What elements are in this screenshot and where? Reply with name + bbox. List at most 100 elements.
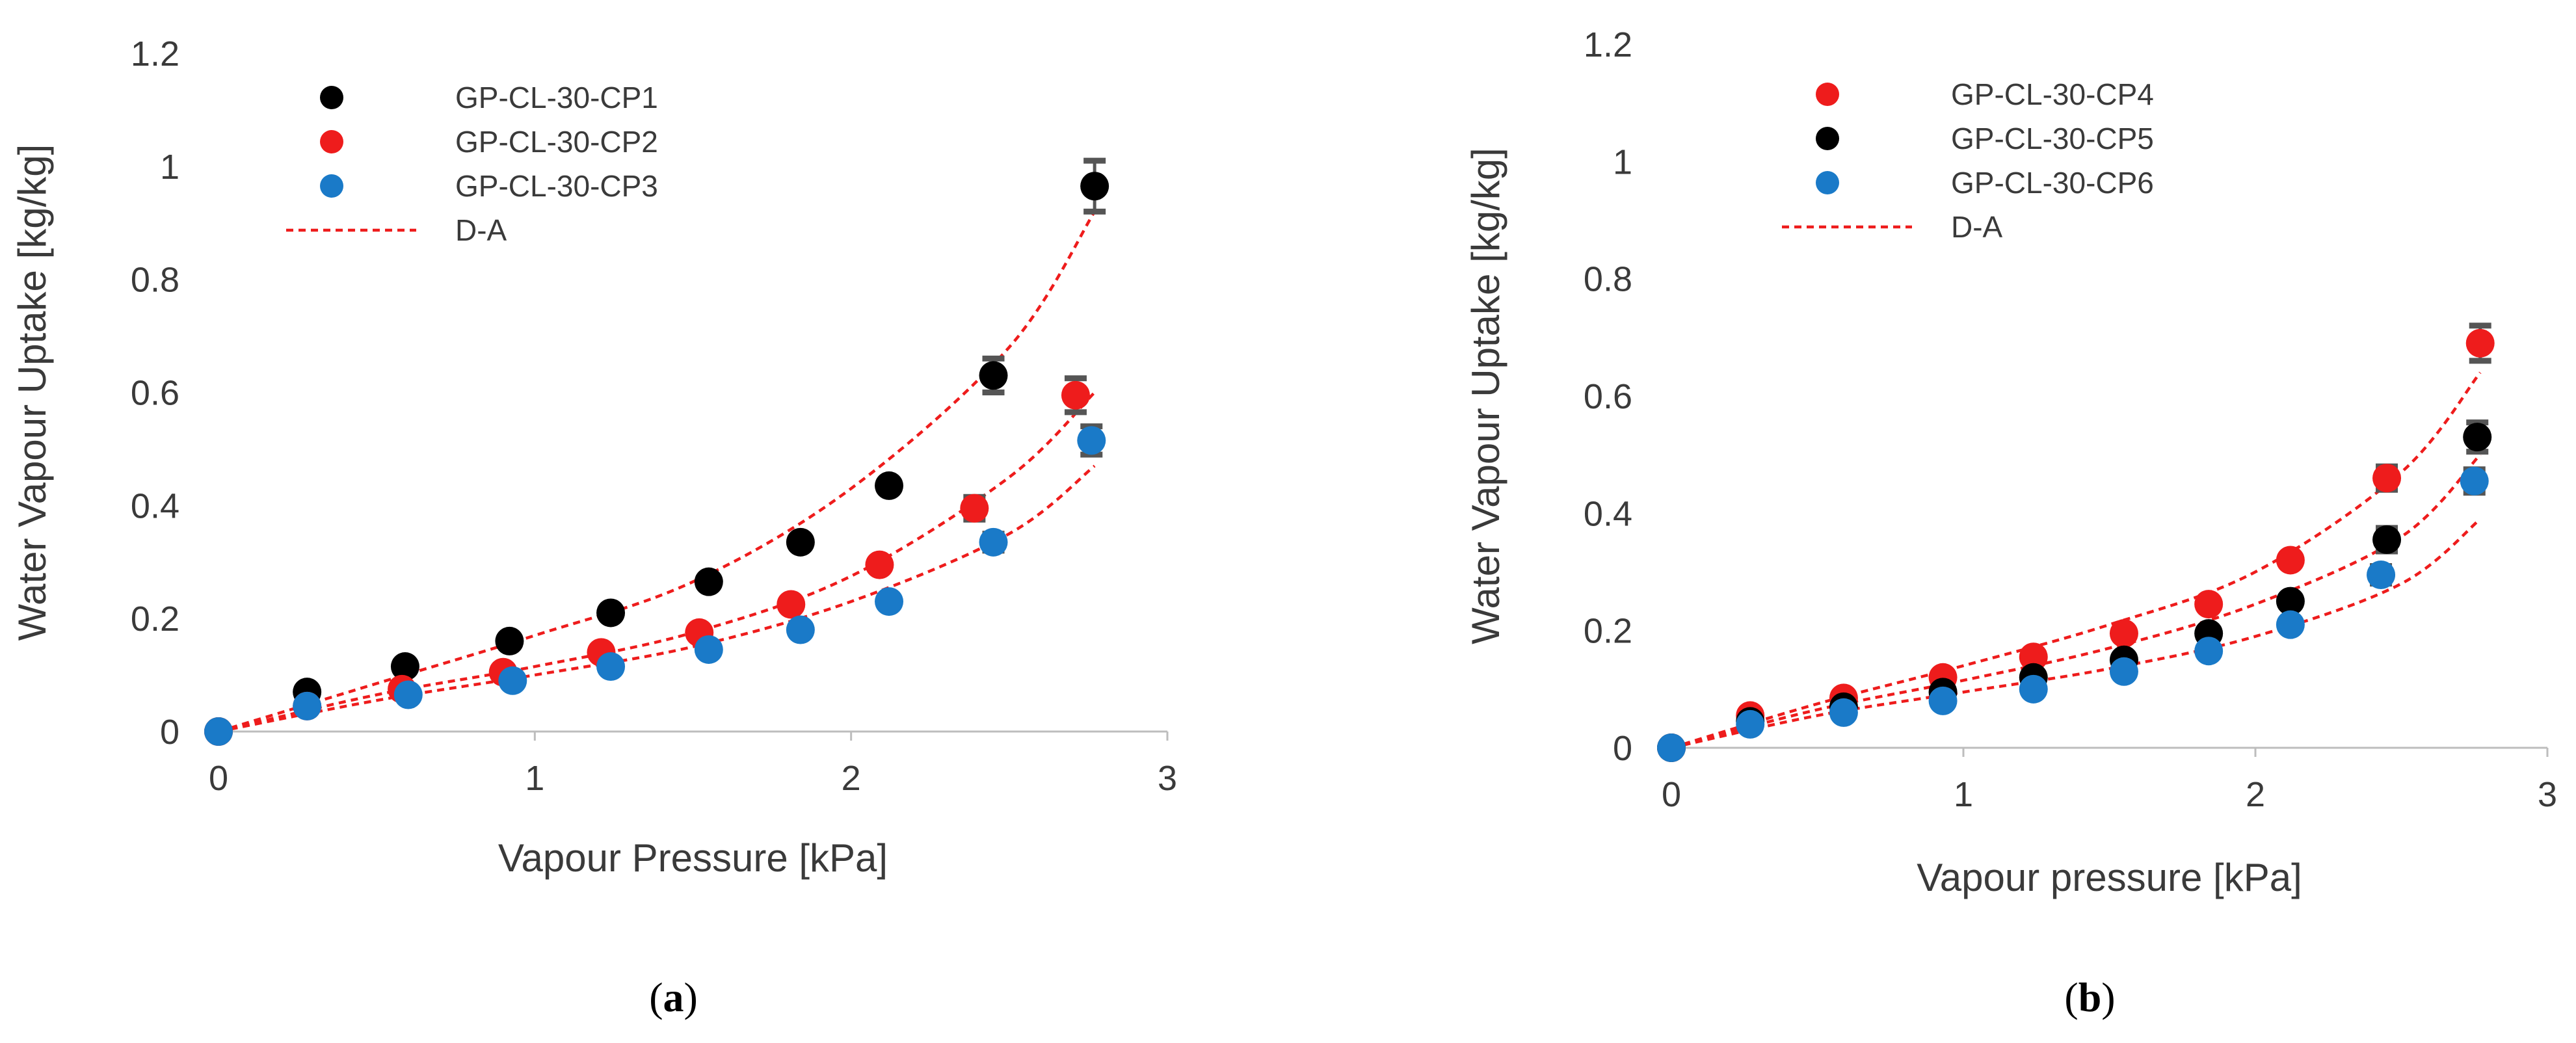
data-point [960,494,989,523]
data-point [495,626,524,655]
data-point [2463,423,2492,452]
data-point [1736,709,1765,739]
legend: GP-CL-30-CP4 GP-CL-30-CP5 GP-CL-30-CP6 D-A [1782,77,2154,244]
data-point [2276,587,2305,616]
legend-marker [1816,171,1839,194]
data-point [875,587,904,616]
legend-marker [320,174,343,198]
data-point [2194,590,2224,619]
data-point [2460,466,2489,495]
legend-label: GP-CL-30-CP6 [1951,166,2154,200]
legend-marker [320,130,343,153]
x-axis-label: Vapour Pressure [kPa] [498,836,888,880]
x-tick-label: 2 [2246,775,2265,814]
data-point [498,666,527,695]
legend-marker [1816,83,1839,106]
x-tick-label: 2 [842,759,861,798]
y-tick-label: 0.2 [131,600,179,639]
panel-caption: (a) [649,974,698,1020]
data-point [390,652,419,681]
panel-a: 0 1 2 3 0 0.2 0.4 0.6 0.8 1 1.2 Vapour Pressure [kP… [10,34,1177,1020]
series-gp-cl-30-cp5 [1657,419,2492,762]
caption-open: ( [2064,974,2078,1020]
data-point [2372,464,2402,493]
y-tick-label: 0.6 [1584,377,1632,416]
data-point [1829,698,1858,727]
y-tick-label: 0 [1613,729,1632,768]
data-point [979,527,1008,557]
data-point [1657,733,1686,762]
fit-curve-da-1 [218,211,1096,733]
data-point [2109,657,2138,686]
data-point [393,680,423,709]
y-tick-label: 0.8 [131,261,179,300]
panel-label: a [663,974,684,1020]
data-point [2367,561,2396,590]
legend-label: D-A [1951,210,2003,244]
data-point [694,567,723,596]
legend-label: D-A [455,213,507,247]
fit-curve-da-3 [1671,518,2482,750]
y-tick-label: 1.2 [131,34,179,73]
series-gp-cl-30-cp2 [204,375,1090,746]
data-point [865,550,894,579]
y-axis-label: Water Vapour Uptake [kg/kg] [1464,148,1507,644]
panel-label: b [2078,974,2102,1020]
legend-label: GP-CL-30-CP4 [1951,77,2154,111]
data-point [2109,619,2138,648]
data-point [204,717,233,746]
y-tick-label: 0.6 [131,374,179,413]
data-point [2372,525,2402,554]
y-tick-label: 0 [160,713,179,752]
data-point [1077,426,1106,455]
x-tick-label: 3 [1158,759,1177,798]
data-point [2019,642,2048,672]
y-tick-label: 1 [160,148,179,187]
data-point [596,598,626,627]
data-point [786,615,815,644]
data-point [2465,328,2495,358]
data-point [2276,546,2305,575]
panel-b: 0 1 2 3 0 0.2 0.4 0.6 0.8 1 1.2 Vapour pressure [kP… [1464,25,2557,1020]
x-tick-label: 0 [1662,775,1681,814]
legend-marker [320,86,343,109]
data-point [1928,686,1958,715]
y-tick-label: 0.8 [1584,260,1632,299]
series-gp-cl-30-cp6 [1657,466,2489,762]
legend-label: GP-CL-30-CP2 [455,125,658,159]
caption-open: ( [649,974,663,1020]
data-point [2276,610,2305,639]
legend-marker [1816,127,1839,150]
x-tick-label: 1 [1954,775,1973,814]
y-tick-label: 0.4 [1584,494,1632,533]
data-point [1080,172,1109,201]
x-axis-label: Vapour pressure [kPa] [1917,856,2302,899]
data-point [596,652,626,681]
y-tick-label: 1 [1613,142,1632,181]
fit-curve-da-2 [218,391,1096,733]
data-point [2019,674,2048,704]
fit-curve-da-1 [1671,371,2482,750]
series-gp-cl-30-cp3 [204,423,1106,746]
legend-label: GP-CL-30-CP3 [455,169,658,203]
caption-close: ) [2101,974,2115,1020]
y-tick-label: 0.4 [131,486,179,525]
panel-caption: (b) [2064,974,2115,1020]
data-point [979,361,1008,390]
y-axis-label: Water Vapour Uptake [kg/kg] [10,144,54,641]
legend: GP-CL-30-CP1 GP-CL-30-CP2 GP-CL-30-CP3 D-A [286,81,658,247]
data-point [875,471,904,500]
fit-curve-da-2 [1671,453,2482,750]
x-tick-label: 3 [2538,775,2557,814]
legend-label: GP-CL-30-CP1 [455,81,658,114]
legend-label: GP-CL-30-CP5 [1951,122,2154,155]
data-point [293,691,322,720]
y-tick-label: 1.2 [1584,25,1632,64]
fit-curve-da-3 [218,464,1096,733]
x-tick-label: 0 [209,759,228,798]
caption-close: ) [684,974,698,1020]
y-tick-label: 0.2 [1584,612,1632,651]
data-point [694,635,723,664]
series-gp-cl-30-cp1 [204,157,1109,746]
